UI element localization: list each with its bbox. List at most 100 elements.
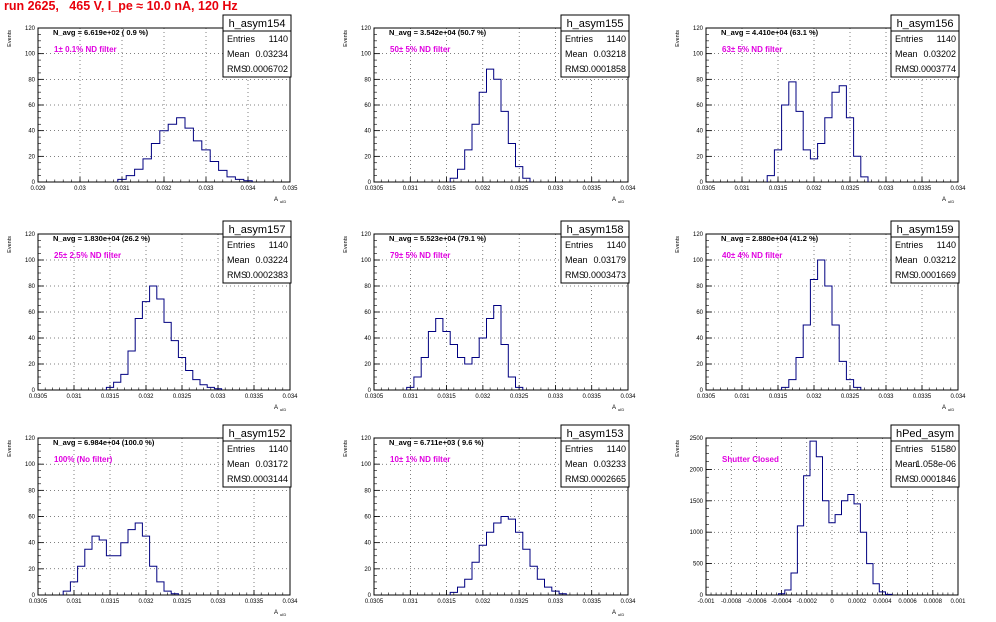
filter-label: 63± 5% ND filter	[722, 45, 782, 54]
stats-label-rms: RMS	[565, 270, 585, 280]
histogram-bin	[186, 371, 193, 391]
histogram-bin	[219, 170, 227, 182]
y-tick-label: 0	[368, 180, 372, 186]
histogram-bin	[414, 377, 421, 390]
y-tick-label: 0	[368, 593, 372, 599]
y-axis-title: Events	[675, 236, 681, 253]
stats-entries: 1140	[269, 34, 288, 44]
histogram-bin	[457, 169, 464, 182]
histogram-line	[406, 305, 524, 390]
x-axis-title-sub: uID	[618, 407, 624, 412]
x-tick-label: 0.033	[548, 599, 564, 605]
y-tick-label: 1000	[690, 530, 704, 536]
stats-entries: 1140	[607, 240, 626, 250]
histogram-bin	[85, 549, 92, 595]
histogram-bin	[171, 341, 178, 390]
stats-box	[560, 424, 630, 488]
histogram-bin	[854, 504, 860, 595]
histogram-bin	[436, 319, 443, 391]
histogram-bin	[185, 128, 193, 182]
stats-label-entries: Entries	[565, 34, 594, 44]
stats-box	[890, 220, 960, 284]
histogram-bin	[193, 141, 201, 182]
stats-title: h_asym156	[897, 18, 954, 30]
histogram-bin	[508, 519, 515, 595]
x-tick-label: 0.0325	[510, 186, 529, 192]
x-tick-label: 0.0305	[365, 186, 384, 192]
histogram-bin	[854, 156, 861, 182]
histogram-panel: 0.0305 0.031 0.0315 0.032 0.0325 0.033 0.0335 0…	[675, 14, 966, 204]
histogram-line	[781, 259, 862, 390]
histogram-bin	[164, 591, 171, 595]
x-tick-label: 0.0315	[437, 394, 456, 400]
x-tick-label: 0.032	[475, 186, 491, 192]
navg-label: N_avg = 4.410e+04 (63.1 %)	[721, 28, 819, 37]
y-tick-label: 100	[25, 52, 36, 58]
x-tick-label: -0.0006	[746, 599, 767, 605]
histogram-bin	[816, 457, 822, 595]
x-tick-label: 0.0305	[365, 599, 384, 605]
stats-label-entries: Entries	[895, 444, 924, 454]
x-tick-label: 0.0325	[173, 394, 192, 400]
x-tick-label: 0.032	[806, 394, 822, 400]
filter-label: 40± 4% ND filter	[722, 251, 782, 260]
stats-label-entries: Entries	[227, 34, 256, 44]
histogram-bin	[472, 124, 479, 182]
x-tick-label: 0.0315	[769, 186, 788, 192]
x-tick-label: 0.0335	[245, 599, 264, 605]
y-axis-title: Events	[343, 440, 349, 457]
histogram-panel: 0.0305 0.031 0.0315 0.032 0.0325 0.033 0.0335 0…	[675, 220, 966, 412]
y-tick-label: 40	[364, 129, 371, 135]
x-tick-label: 0.035	[282, 186, 298, 192]
x-tick-label: 0.033	[198, 186, 214, 192]
stats-box	[222, 14, 292, 78]
x-tick-label: 0.0315	[101, 394, 120, 400]
histogram-bin	[508, 144, 515, 183]
stats-mean: 0.03218	[593, 49, 626, 59]
x-axis-title-sub: uID	[618, 199, 624, 204]
histogram-bin	[803, 150, 810, 182]
histogram-bin	[846, 380, 853, 390]
stats-rms: 0.0002665	[583, 474, 626, 484]
histogram-bin	[867, 564, 873, 595]
histogram-bin	[99, 540, 106, 595]
y-tick-label: 20	[364, 567, 371, 573]
histogram-bin	[839, 361, 846, 390]
x-tick-label: 0.0002	[848, 599, 867, 605]
navg-label: N_avg = 6.984e+04 (100.0 %)	[53, 438, 155, 447]
stats-rms: 0.0003144	[245, 474, 288, 484]
histogram-line	[62, 522, 179, 595]
x-tick-label: 0.034	[620, 186, 636, 192]
histogram-bin	[70, 582, 77, 595]
histogram-bin	[421, 358, 428, 391]
filter-label: Shutter Closed	[722, 455, 779, 464]
histogram-bin	[486, 319, 493, 391]
stats-entries: 51580	[931, 444, 956, 454]
x-tick-label: 0.031	[66, 599, 82, 605]
x-tick-label: 0.034	[950, 186, 966, 192]
y-axis-title: Events	[343, 236, 349, 253]
y-tick-label: 60	[696, 310, 703, 316]
histogram-bin	[178, 358, 185, 391]
histogram-bin	[545, 587, 552, 595]
histogram-bin	[128, 351, 135, 390]
x-tick-label: 0.0335	[583, 599, 602, 605]
histogram-bin	[479, 338, 486, 390]
histogram-bin	[135, 169, 143, 182]
histogram-bin	[516, 167, 523, 182]
y-tick-label: 40	[28, 336, 35, 342]
filter-label: 1± 0.1% ND filter	[54, 45, 117, 54]
y-axis-title: Events	[7, 440, 13, 457]
x-tick-label: 0.0335	[583, 186, 602, 192]
histogram-bin	[450, 178, 457, 182]
x-tick-label: 0.03	[74, 186, 86, 192]
run-title: run 2625, 465 V, I_pe ≈ 10.0 nA, 120 Hz	[4, 0, 238, 13]
navg-label: N_avg = 6.711e+03 ( 9.6 %)	[389, 438, 484, 447]
histogram-bin	[841, 501, 847, 595]
stats-mean: 0.03234	[255, 49, 288, 59]
stats-mean: 0.03202	[923, 49, 956, 59]
filter-label: 100% (No filter)	[54, 455, 113, 464]
x-tick-label: 0.031	[403, 394, 419, 400]
